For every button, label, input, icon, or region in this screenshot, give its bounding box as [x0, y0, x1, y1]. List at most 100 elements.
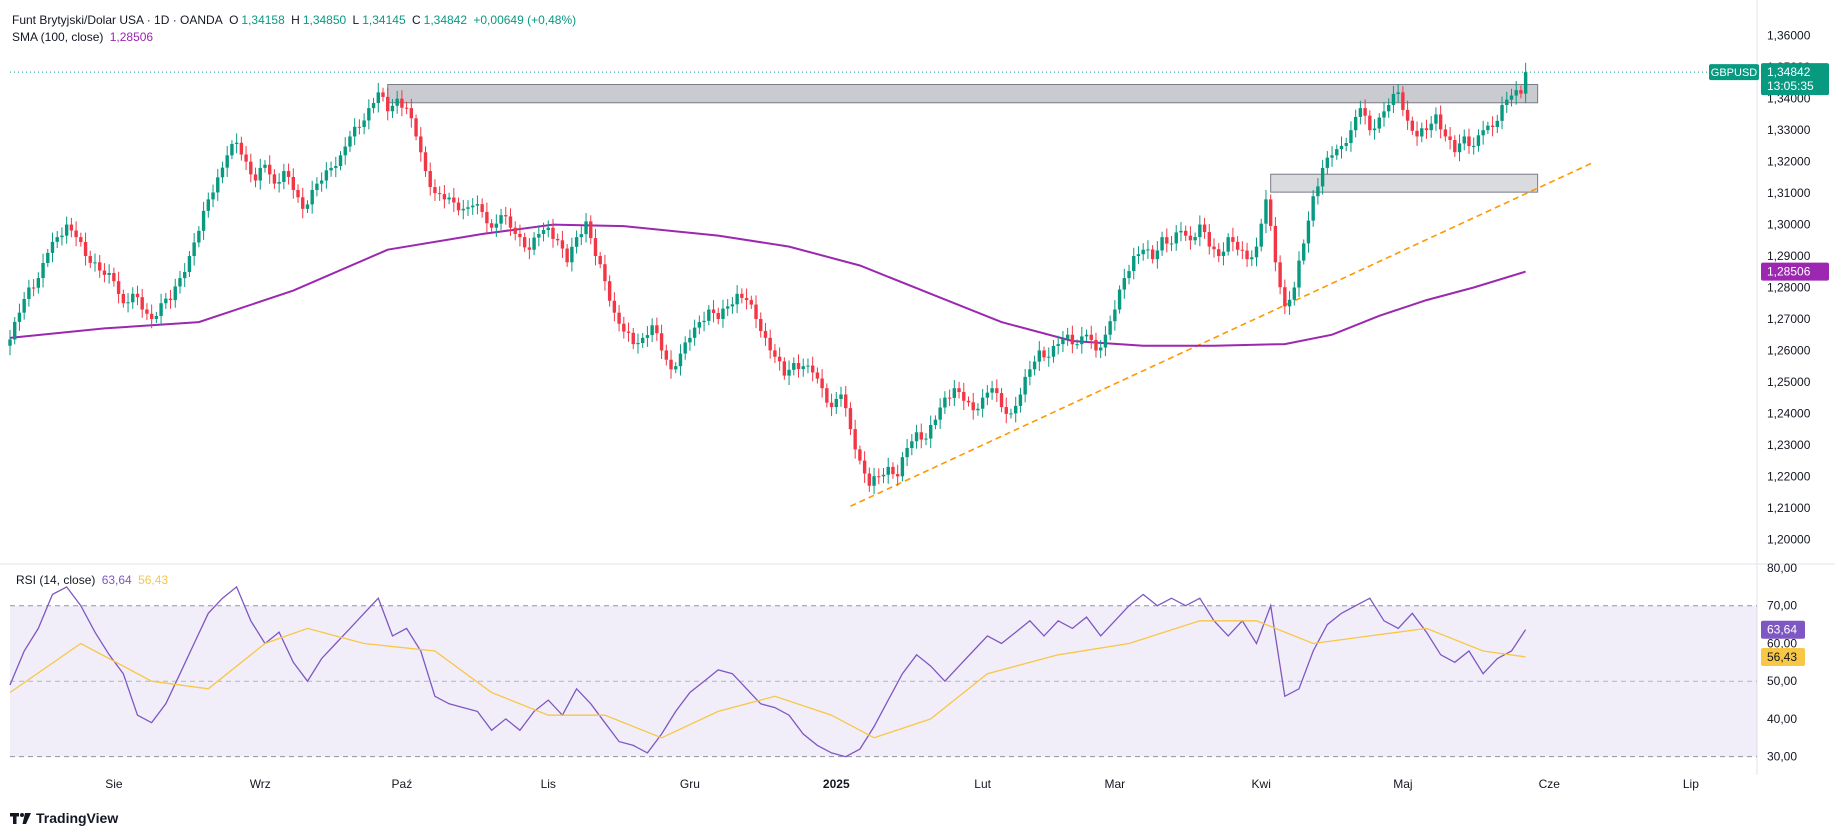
- candle-body: [1349, 130, 1353, 144]
- candle-body: [735, 293, 739, 305]
- candle-body: [933, 419, 938, 425]
- candle-body: [423, 152, 428, 172]
- candle-body: [1420, 128, 1424, 137]
- candle-body: [985, 392, 990, 398]
- rsi-axis-tick: 70,00: [1767, 599, 1797, 613]
- candle-body: [754, 304, 758, 319]
- candle-body: [27, 287, 31, 299]
- candle-body: [919, 432, 923, 440]
- candle-body: [263, 164, 267, 168]
- open-key: O: [229, 13, 239, 27]
- candle-body: [645, 335, 650, 338]
- candle-body: [225, 155, 229, 168]
- candle-body: [1004, 407, 1008, 414]
- candle-body: [1382, 111, 1386, 118]
- candle-body: [145, 309, 149, 314]
- candle-body: [1075, 344, 1079, 346]
- candle-body: [504, 215, 508, 217]
- candle-body: [187, 256, 192, 272]
- candle-body: [877, 476, 881, 478]
- candle-body: [1141, 249, 1145, 255]
- candle-body: [537, 234, 541, 238]
- candle-body: [1014, 405, 1018, 414]
- candle-body: [1358, 108, 1363, 117]
- candle-body: [41, 262, 45, 279]
- candle-body: [244, 154, 248, 162]
- candle-body: [324, 170, 329, 181]
- candle-body: [570, 246, 574, 263]
- candle-body: [46, 252, 50, 263]
- candle-body: [598, 256, 602, 265]
- low-key: L: [352, 13, 360, 27]
- candle-body: [962, 392, 966, 401]
- date-axis-tick: 2025: [823, 777, 850, 791]
- candle-body: [201, 210, 206, 231]
- price-axis-tick: 1,32000: [1767, 155, 1811, 169]
- tradingview-brand[interactable]: TradingView: [10, 810, 118, 826]
- candle-body: [612, 300, 617, 313]
- candle-body: [1179, 230, 1183, 233]
- candle-body: [730, 304, 735, 307]
- candle-body: [844, 394, 848, 409]
- candle-body: [197, 230, 201, 243]
- candle-body: [404, 107, 409, 109]
- candle-body: [376, 92, 380, 104]
- price-axis-tick: 1,25000: [1767, 375, 1811, 389]
- candle-body: [253, 174, 258, 181]
- candle-body: [419, 136, 423, 153]
- candle-body: [551, 227, 555, 239]
- candle-body: [806, 365, 810, 367]
- candle-body: [744, 297, 749, 301]
- rsi-ma-value: 56,43: [138, 573, 169, 587]
- candle-body: [1193, 237, 1197, 241]
- candle-body: [31, 287, 36, 289]
- candle-body: [773, 350, 777, 357]
- candle-body: [230, 144, 234, 156]
- candle-body: [282, 171, 286, 182]
- candle-body: [1344, 143, 1348, 146]
- candle-body: [319, 180, 324, 184]
- candle-body: [1084, 334, 1089, 337]
- date-axis-tick: Paź: [392, 777, 413, 791]
- candle-body: [1042, 350, 1046, 358]
- candle-body: [107, 273, 111, 275]
- candle-body: [1353, 116, 1358, 131]
- candle-body: [1396, 92, 1400, 94]
- price-axis-tick: 1,29000: [1767, 249, 1811, 263]
- candle-body: [112, 273, 116, 282]
- sma-value: 1,28506: [109, 30, 154, 44]
- price-axis-tick: 1,31000: [1767, 186, 1811, 200]
- candle-body: [168, 298, 173, 301]
- candle-body: [1117, 289, 1122, 310]
- price-axis-tick: 1,28000: [1767, 281, 1811, 295]
- candle-body: [480, 204, 484, 212]
- candle-body: [1037, 350, 1042, 362]
- candle-body: [1231, 237, 1235, 242]
- candle-body: [617, 312, 621, 324]
- sma-legend: SMA (100, close) 1,28506: [12, 29, 156, 45]
- price-axis-tick: 1,20000: [1767, 532, 1811, 546]
- price-axis-tick: 1,36000: [1767, 29, 1811, 43]
- candle-body: [154, 315, 159, 319]
- candle-body: [607, 281, 612, 301]
- candle-body: [13, 321, 17, 340]
- candle-body: [1415, 130, 1419, 137]
- candle-body: [825, 388, 829, 403]
- candle-body: [305, 204, 310, 209]
- candle-body: [1150, 249, 1155, 260]
- sma-label: SMA (100, close): [12, 30, 104, 44]
- candle-body: [338, 155, 343, 167]
- candle-body: [1183, 230, 1188, 236]
- candle-body: [329, 167, 333, 171]
- candle-body: [494, 223, 499, 228]
- candle-body: [655, 325, 659, 334]
- candle-body: [867, 473, 872, 486]
- candle-body: [1490, 125, 1495, 127]
- date-axis-tick: Mar: [1105, 777, 1126, 791]
- candle-body: [589, 221, 593, 239]
- candle-body: [787, 369, 791, 376]
- candle-body: [17, 312, 22, 322]
- candle-body: [1202, 224, 1207, 233]
- candle-body: [116, 281, 121, 294]
